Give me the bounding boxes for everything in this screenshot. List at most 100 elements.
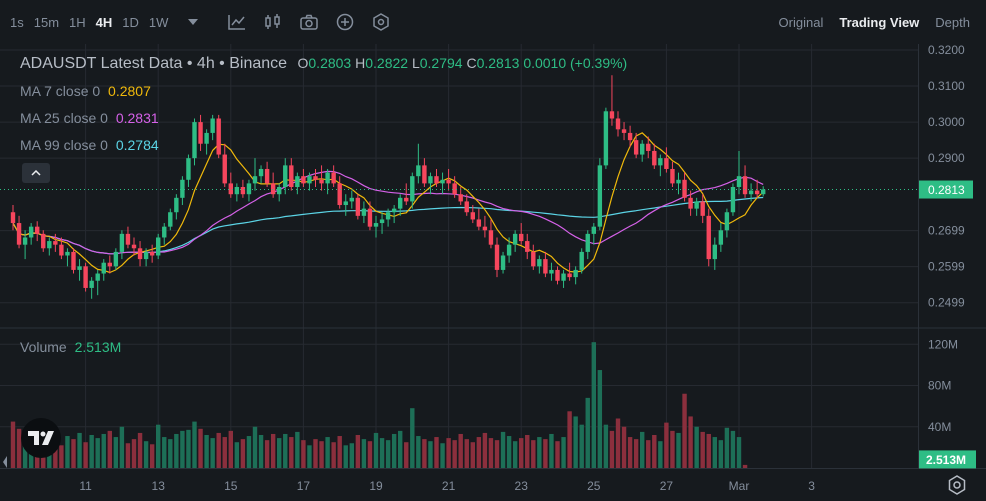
- settings-gear-icon[interactable]: [946, 474, 968, 496]
- volume-bar: [500, 431, 506, 468]
- volume-bar: [555, 441, 560, 468]
- candle-body: [283, 165, 288, 187]
- volume-bar: [422, 439, 427, 468]
- ma99-legend: MA 99 close 0 0.2784: [20, 137, 159, 153]
- price-tick-label: 0.2599: [928, 260, 965, 274]
- volume-bar: [210, 438, 215, 468]
- volume-bar: [633, 439, 639, 468]
- volume-bar: [180, 430, 185, 468]
- add-indicator-icon[interactable]: [334, 11, 356, 33]
- candle-body: [131, 244, 137, 249]
- candle-body: [603, 111, 609, 166]
- volume-bar: [162, 437, 167, 468]
- high-value: 0.2822: [365, 55, 409, 71]
- interval-dropdown-icon[interactable]: [182, 11, 204, 33]
- candle-body: [180, 179, 185, 198]
- collapse-legend-button[interactable]: [22, 163, 50, 183]
- candle-body: [597, 165, 603, 227]
- candle-body: [373, 223, 379, 227]
- volume-bar: [283, 433, 288, 468]
- volume-bar: [131, 439, 137, 468]
- volume-tick-label: 40M: [928, 420, 951, 434]
- interval-1h[interactable]: 1H: [69, 14, 86, 30]
- candle-body: [149, 251, 155, 256]
- candle-body: [519, 233, 524, 242]
- candle-body: [742, 176, 748, 195]
- view-depth[interactable]: Depth: [935, 14, 970, 30]
- close-value: 0.2813: [476, 55, 520, 71]
- candle-body: [125, 233, 131, 245]
- candle-body: [724, 212, 730, 231]
- volume-bar: [277, 438, 282, 468]
- candle-body: [367, 208, 373, 227]
- candle-body: [228, 183, 233, 195]
- time-tick-label: 23: [515, 479, 529, 493]
- candle-body: [385, 212, 391, 220]
- volume-bar: [137, 432, 143, 468]
- volume-bar: [385, 440, 391, 468]
- volume-bar: [125, 443, 131, 468]
- view-trading-view[interactable]: Trading View: [839, 14, 920, 30]
- candle-body: [65, 251, 70, 256]
- volume-bar: [591, 342, 596, 468]
- volume-bar: [240, 439, 246, 468]
- camera-icon[interactable]: [298, 11, 320, 33]
- candle-body: [77, 266, 82, 270]
- volume-bar: [452, 440, 457, 468]
- price-tick-label: 0.3000: [928, 115, 965, 129]
- open-value: 0.2803: [308, 55, 352, 71]
- low-label: L: [411, 55, 420, 71]
- volume-bar: [95, 438, 100, 468]
- volume-bar: [416, 436, 421, 468]
- indicator-chart-icon[interactable]: [226, 11, 248, 33]
- volume-tick-label: 80M: [928, 379, 951, 393]
- chart-settings-icon[interactable]: [370, 11, 392, 33]
- candle-body: [730, 187, 736, 213]
- view-original[interactable]: Original: [778, 14, 824, 30]
- last-volume-label: 2.513M: [926, 453, 966, 467]
- last-price-label: 0.2813: [928, 183, 965, 197]
- volume-bar: [228, 430, 233, 468]
- candle-body: [555, 269, 560, 281]
- volume-bar: [519, 438, 524, 468]
- symbol-title: ADAUSDT Latest Data • 4h • Binance: [20, 55, 288, 72]
- candle-body: [113, 251, 119, 267]
- close-label: C: [466, 55, 477, 71]
- interval-1d[interactable]: 1D: [122, 14, 139, 30]
- candle-body: [28, 226, 34, 238]
- price-chart[interactable]: 0.3200 0.3100 0.3000 0.2900 0.2699 0.2599 0.24…: [0, 44, 986, 501]
- volume-bar: [579, 424, 584, 468]
- volume-bar: [664, 422, 669, 468]
- candle-body: [210, 118, 215, 133]
- candle-body: [59, 244, 64, 256]
- volume-bar: [71, 439, 76, 468]
- candle-body: [567, 273, 572, 278]
- candle-body: [573, 269, 578, 278]
- volume-bar: [355, 435, 361, 468]
- volume-bar: [525, 435, 530, 468]
- interval-15m[interactable]: 15m: [33, 14, 60, 30]
- volume-bar: [391, 433, 397, 468]
- candle-body: [512, 233, 518, 245]
- volume-bar: [149, 444, 155, 468]
- tradingview-logo-icon[interactable]: [21, 418, 61, 458]
- ma7-legend: MA 7 close 0 0.2807: [20, 83, 151, 99]
- candle-body: [192, 122, 197, 159]
- volume-bar: [107, 430, 112, 468]
- chart-background: [0, 44, 986, 501]
- candle-body: [391, 208, 397, 213]
- volume-bar: [10, 421, 16, 468]
- candle-body: [246, 183, 252, 195]
- candle-body: [16, 223, 22, 245]
- interval-1s[interactable]: 1s: [10, 14, 24, 30]
- candle-body: [446, 179, 451, 184]
- interval-1w[interactable]: 1W: [148, 14, 169, 30]
- last-price-badge: [919, 180, 973, 199]
- candle-body: [295, 176, 300, 187]
- volume-bar: [718, 440, 724, 468]
- candle-type-icon[interactable]: [262, 11, 284, 33]
- volume-bar: [531, 440, 536, 468]
- candle-body: [706, 215, 711, 260]
- interval-4h[interactable]: 4H: [95, 14, 113, 30]
- candle-body: [688, 197, 693, 209]
